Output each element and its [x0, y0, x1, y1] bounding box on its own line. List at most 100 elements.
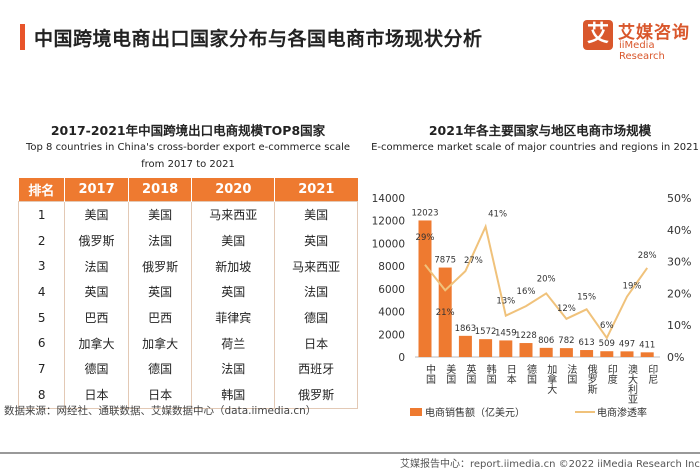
x-axis-label: 印度	[605, 364, 617, 385]
bar-value-label: 497	[619, 339, 635, 349]
line-value-label: 20%	[537, 274, 556, 284]
table-cell: 俄罗斯	[64, 227, 129, 254]
bar	[620, 351, 634, 357]
bar-value-label: 12023	[411, 208, 438, 218]
bar	[600, 351, 614, 357]
line-value-label: 13%	[496, 297, 515, 307]
table-cell: 美国	[64, 201, 129, 228]
right-axis-tick: 40%	[667, 224, 691, 237]
chart-subtitle: E-commerce market scale of major countri…	[371, 142, 699, 153]
left-axis-tick: 14000	[372, 193, 405, 205]
bar-value-label: 509	[599, 339, 615, 349]
table-cell: 8	[18, 381, 66, 408]
right-axis-tick: 0%	[667, 351, 684, 364]
table-cell: 法国	[64, 253, 129, 280]
table-cell: 6	[18, 330, 66, 357]
table-cell: 日本	[128, 381, 193, 408]
table-cell: 德国	[64, 356, 129, 382]
x-axis-label: 澳大利亚	[626, 363, 638, 404]
bar-value-label: 613	[578, 338, 594, 348]
x-axis-label: 英国	[464, 363, 476, 385]
table-cell: 英国	[304, 234, 329, 249]
line-value-label: 27%	[464, 256, 483, 266]
table-subtitle: Top 8 countries in China's cross-border …	[25, 142, 351, 153]
bar	[539, 347, 553, 357]
line-value-label: 16%	[517, 287, 536, 297]
line-value-label: 6%	[600, 321, 614, 331]
page-title: 中国跨境电商出口国家分布与各国电商市场现状分析	[34, 28, 483, 50]
bar	[458, 335, 472, 357]
data-source: 数据来源：网经社、通联数据、艾媒数据中心（data.iimedia.cn）	[4, 405, 317, 417]
bar-value-label: 1863	[455, 324, 477, 334]
left-axis-tick: 6000	[378, 284, 405, 296]
table-cell: 加拿大	[64, 330, 129, 357]
table-cell: 日本	[304, 336, 329, 351]
line-value-label: 41%	[488, 210, 507, 220]
left-axis-tick: 12000	[372, 216, 405, 228]
table-cell: 日本	[64, 381, 129, 408]
table-row: 7 德国 德国 法国 西班牙	[18, 356, 358, 382]
line-value-label: 15%	[577, 292, 596, 302]
legend-bar-swatch	[410, 408, 422, 416]
table-cell: 马来西亚	[292, 259, 341, 274]
table-cell: 马来西亚	[191, 201, 276, 228]
bar	[559, 348, 573, 357]
bar	[519, 343, 533, 357]
right-axis-tick: 50%	[667, 192, 691, 205]
logo-subtext: iiMedia Research	[619, 40, 665, 62]
footer-text: 艾媒报告中心：report.iimedia.cn ©2022 iiMedia R…	[400, 459, 700, 470]
table-cell: 1	[18, 201, 66, 228]
line-value-label: 12%	[557, 304, 576, 314]
bar	[499, 340, 513, 357]
table-cell: 2	[18, 227, 66, 254]
x-axis-label: 法国	[565, 363, 577, 385]
line-value-label: 29%	[416, 233, 435, 243]
table-cell: 巴西	[64, 304, 129, 331]
table-cell: 英国	[64, 279, 129, 305]
x-axis-label: 韩国	[484, 363, 496, 385]
table-cell: 美国	[304, 208, 329, 223]
x-axis-label: 加拿大	[545, 364, 557, 395]
bar	[640, 352, 654, 357]
table-cell: 美国	[128, 201, 193, 228]
legend-line-label: 电商渗透率	[597, 406, 647, 419]
x-axis-label: 印尼	[646, 364, 658, 385]
table-cell: 俄罗斯	[298, 388, 335, 403]
table-cell: 法国	[191, 356, 276, 382]
right-axis-tick: 30%	[667, 256, 691, 269]
line-value-label: 28%	[638, 251, 657, 261]
table-header: 2020	[191, 178, 276, 202]
table-cell: 菲律宾	[191, 304, 276, 331]
table-cell: 荷兰	[191, 330, 276, 357]
table-row: 2 俄罗斯 法国 美国 英国	[18, 227, 358, 254]
bar-value-label: 7875	[434, 256, 456, 266]
table-subtitle-2: from 2017 to 2021	[141, 159, 235, 170]
left-axis-tick: 2000	[378, 329, 405, 341]
legend-bar-label: 电商销售额（亿美元）	[425, 406, 525, 419]
table-cell: 法国	[304, 285, 329, 300]
left-axis-tick: 4000	[378, 307, 405, 319]
bar	[580, 350, 594, 357]
table-title: 2017-2021年中国跨境出口电商规模TOP8国家	[50, 123, 326, 138]
table-row: 1 美国 美国 马来西亚 美国	[18, 201, 358, 228]
bar	[438, 267, 452, 357]
x-axis-label: 中国	[424, 363, 436, 385]
table-cell: 德国	[128, 356, 193, 382]
table-cell: 俄罗斯	[128, 253, 193, 280]
logo-text: 艾媒咨询	[618, 23, 690, 43]
footer-divider	[0, 452, 700, 454]
table-cell: 新加坡	[191, 253, 276, 280]
penetration-line	[424, 223, 649, 340]
table-cell: 法国	[128, 227, 193, 254]
table-cell: 7	[18, 356, 66, 382]
table-cell: 英国	[191, 279, 276, 305]
line-value-label: 21%	[436, 308, 455, 318]
table-cell: 韩国	[191, 381, 276, 408]
table-row: 3 法国 俄罗斯 新加坡 马来西亚	[18, 253, 358, 280]
table-cell: 3	[18, 253, 66, 280]
table-cell: 5	[18, 304, 66, 331]
table-cell: 英国	[128, 279, 193, 305]
logo-icon: 艾	[583, 20, 613, 50]
table-row: 6 加拿大 加拿大 荷兰 日本	[18, 330, 358, 357]
bar-value-label: 411	[639, 340, 655, 350]
